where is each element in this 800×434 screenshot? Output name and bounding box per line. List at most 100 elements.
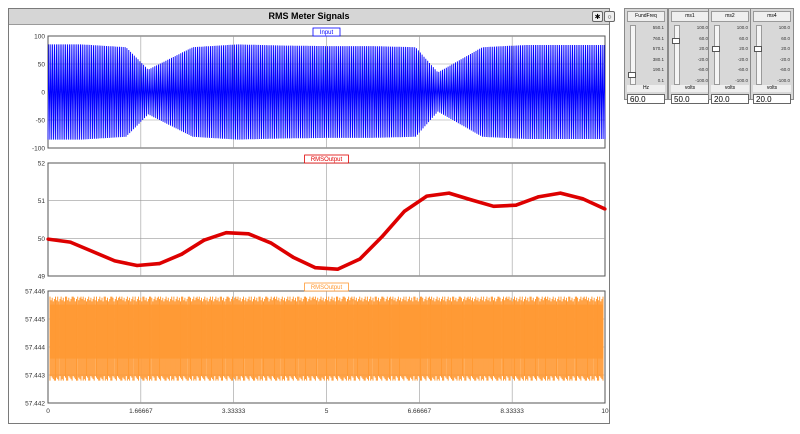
legend-label: RMSOutput: [311, 285, 343, 291]
legend-box: [312, 27, 341, 37]
slider-tick-label: 100.0: [696, 25, 708, 30]
rms-output-point: [447, 191, 451, 195]
slider-track[interactable]: [756, 25, 762, 85]
slider-value-field[interactable]: 20.0: [753, 94, 791, 104]
x-tick-label: 5: [325, 408, 329, 415]
rms-output-point: [603, 207, 607, 211]
slider-tick-label: 60.0: [699, 35, 708, 41]
slider-name: ms2: [711, 11, 749, 22]
rms-output-point: [581, 197, 585, 201]
x-tick-label: 10: [601, 408, 609, 415]
rms-output-point: [91, 249, 95, 254]
slider-track[interactable]: [714, 25, 720, 85]
y-tick-label: 0: [41, 90, 45, 97]
chart-panel-1: 100 50 0 -50 -100 Input: [32, 27, 606, 153]
slider-tick-label: 100.0: [736, 25, 748, 30]
slider-name: FundFreq: [627, 11, 665, 22]
y-tick-label: 100: [34, 34, 45, 41]
slider-tick-label: 0.1: [657, 77, 664, 83]
y-tick-label: 57.445: [25, 317, 45, 324]
slider-thumb[interactable]: [712, 45, 720, 52]
x-tick-label: 6.66667: [408, 408, 432, 415]
rms-output-point: [135, 263, 139, 268]
chart-panel-2: 52 51 50 49 RMSOutput: [38, 154, 607, 281]
slider-tick-label: -60.0: [697, 67, 708, 72]
slider-tick-label: -20.0: [779, 56, 790, 62]
slider-tick-label: 20.0: [781, 46, 790, 51]
slider-unit: volts: [671, 85, 709, 92]
y-tick-label: 49: [38, 274, 46, 281]
rms-output-point: [157, 262, 161, 266]
y-tick-label: 50: [38, 62, 46, 69]
rms-output-point: [224, 231, 228, 235]
rms-output-point: [469, 198, 473, 202]
slider-track[interactable]: [674, 25, 680, 85]
rms-output-point: [180, 252, 184, 256]
slider-tick-label: -100.0: [777, 77, 790, 83]
window-title: RMS Meter Signals: [9, 9, 609, 25]
slider-name: ms1: [671, 11, 709, 22]
x-tick-label: 1.66667: [129, 408, 153, 415]
rms-output-point: [358, 257, 362, 261]
slider-ms1[interactable]: ms1 100.0 60.0 20.0 -20.0 -60.0 -100.0 volts 50.…: [668, 8, 712, 104]
slider-fundfreq[interactable]: FundFreq 550.1 760.1 570.1 380.1 190.1 0.1 Hz 60…: [624, 8, 668, 104]
y-tick-label: 51: [38, 198, 46, 205]
close-icon[interactable]: ○: [604, 11, 615, 22]
rms-output-point: [558, 191, 563, 195]
rms-output-point: [536, 195, 540, 199]
y-tick-label: -100: [32, 146, 45, 153]
slider-tick-label: 20.0: [739, 46, 748, 51]
y-tick-label: 57.446: [25, 289, 45, 296]
y-tick-label: -50: [36, 118, 46, 125]
slider-tick-label: -100.0: [735, 77, 748, 83]
rms-output-point: [113, 259, 117, 263]
slider-tick-label: 100.0: [778, 25, 790, 30]
y-tick-label: 52: [38, 161, 46, 168]
input-series-line: [47, 44, 606, 140]
slider-thumb[interactable]: [754, 45, 762, 52]
slider-tick-label: -60.0: [779, 67, 790, 72]
slider-value-field[interactable]: 60.0: [627, 94, 665, 104]
slider-thumb[interactable]: [628, 71, 636, 78]
y-tick-label: 50: [38, 236, 46, 243]
rms-output-point: [425, 194, 429, 198]
slider-name: ms4: [753, 11, 791, 22]
y-tick-label: 57.443: [25, 373, 45, 380]
y-tick-label: 57.442: [25, 401, 45, 408]
slider-value-field[interactable]: 50.0: [671, 94, 709, 104]
rms-output-point: [380, 234, 384, 239]
settings-icon[interactable]: ✱: [592, 11, 603, 22]
slider-tick-label: 60.0: [781, 35, 790, 41]
slider-track[interactable]: [630, 25, 636, 85]
rms-output-point: [313, 266, 317, 270]
legend-label: RMSOutput: [311, 157, 343, 163]
slider-thumb[interactable]: [672, 38, 680, 44]
x-tick-label: 0: [46, 408, 50, 415]
slider-ms4[interactable]: ms4 100.0 60.0 20.0 -20.0 -60.0 -100.0 volts 20.…: [750, 8, 794, 104]
slider-ms2[interactable]: ms2 100.0 60.0 20.0 -20.0 -60.0 -100.0 volts 20.…: [708, 8, 752, 104]
rms-output-point: [202, 238, 206, 242]
slider-tick-label: -60.0: [737, 67, 748, 72]
slider-tick-label: 20.0: [699, 46, 708, 51]
rms-output-point: [68, 240, 72, 244]
rms-output-point: [492, 204, 496, 208]
rms-output-series-line: [47, 191, 606, 271]
slider-tick-label: 570.1: [652, 46, 664, 51]
slider-unit: volts: [711, 85, 749, 92]
slider-unit: volts: [753, 85, 791, 92]
slider-value-field[interactable]: 20.0: [711, 94, 749, 104]
rms-output-point: [291, 255, 295, 259]
slider-tick-label: 760.1: [652, 35, 664, 41]
slider-tick-label: 190.1: [652, 67, 664, 72]
slider-tick-label: 60.0: [739, 35, 748, 41]
rms-output-point: [246, 232, 251, 236]
legend-box: [304, 282, 349, 292]
rms-output-point: [336, 267, 340, 271]
slider-tick-label: -100.0: [695, 77, 708, 83]
slider-tick-label: -20.0: [737, 56, 748, 62]
rms-output-dense-band: [50, 304, 603, 359]
slider-tick-label: 380.1: [652, 56, 664, 62]
plots-svg: 100500-50-100Input52515049RMSOutput57.44…: [25, 27, 609, 415]
legend-label: Input: [320, 30, 334, 36]
